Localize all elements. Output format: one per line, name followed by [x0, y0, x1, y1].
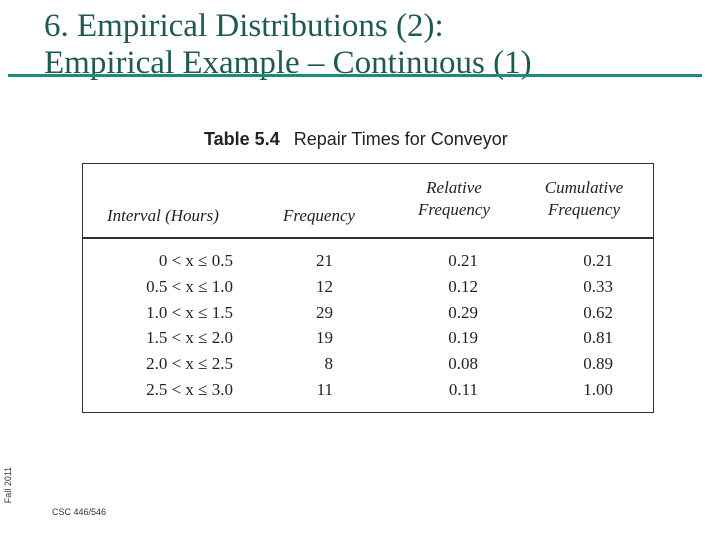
cumulative-frequency-cell: 0.62 — [583, 302, 613, 322]
course-footer: CSC 446/546 — [52, 507, 107, 517]
interval-cell: 1.0 < x ≤ 1.5 — [146, 302, 233, 322]
repair-times-table: Interval (Hours) Frequency Relative Freq… — [82, 163, 654, 413]
cumulative-frequency-cell: 1.00 — [583, 379, 613, 399]
cumulative-frequency-cell: 0.89 — [583, 354, 613, 374]
interval-cell: 2.5 < x ≤ 3.0 — [146, 379, 233, 399]
relative-frequency-cell: 0.19 — [448, 328, 478, 348]
header-frequency: Frequency — [283, 206, 356, 225]
frequency-cell: 19 — [316, 328, 333, 348]
header-cumulative-line-2: Frequency — [547, 200, 621, 219]
frequency-cell: 29 — [316, 302, 333, 322]
relative-frequency-column: 0.21 0.12 0.29 0.19 0.08 0.11 — [428, 248, 478, 403]
header-interval: Interval (Hours) — [107, 206, 219, 225]
title-line-1: 6. Empirical Distributions (2): — [44, 8, 444, 44]
table-caption: Table 5.4 Repair Times for Conveyor — [204, 129, 508, 150]
frequency-cell: 11 — [316, 379, 333, 399]
header-divider — [83, 237, 653, 239]
relative-frequency-cell: 0.21 — [448, 251, 478, 270]
slide-title: 6. Empirical Distributions (2): Empirica… — [44, 8, 704, 82]
relative-frequency-cell: 0.11 — [448, 379, 478, 399]
header-relative-line-2: Frequency — [417, 200, 491, 219]
frequency-cell: 12 — [316, 276, 333, 296]
frequency-cell: 21 — [316, 251, 333, 270]
frequency-cell: 8 — [324, 354, 334, 374]
frequency-column: 21 12 29 19 8 11 — [283, 248, 333, 403]
table-caption-text: Repair Times for Conveyor — [293, 129, 508, 149]
header-relative-line-1: Relative — [426, 178, 482, 197]
header-relative-frequency: Relative Frequency — [411, 177, 497, 221]
relative-frequency-cell: 0.12 — [448, 276, 478, 296]
interval-cell: 1.5 < x ≤ 2.0 — [146, 328, 233, 348]
interval-cell: 2.0 < x ≤ 2.5 — [146, 354, 233, 374]
interval-column: 0 < x ≤ 0.5 0.5 < x ≤ 1.0 1.0 < x ≤ 1.5 … — [105, 248, 233, 403]
relative-frequency-cell: 0.08 — [448, 354, 478, 374]
cumulative-frequency-cell: 0.81 — [583, 328, 613, 348]
header-cumulative-line-1: Cumulative — [544, 178, 624, 197]
interval-cell: 0 < x ≤ 0.5 — [158, 251, 233, 270]
interval-cell: 0.5 < x ≤ 1.0 — [146, 276, 233, 296]
table-number: Table 5.4 — [204, 129, 280, 149]
title-underline — [8, 74, 702, 77]
header-cumulative-frequency: Cumulative Frequency — [539, 177, 629, 221]
side-date-label: Fall 2011 — [3, 466, 13, 504]
cumulative-frequency-cell: 0.21 — [583, 251, 613, 270]
cumulative-frequency-column: 0.21 0.33 0.62 0.81 0.89 1.00 — [563, 248, 613, 403]
cumulative-frequency-cell: 0.33 — [583, 276, 613, 296]
relative-frequency-cell: 0.29 — [448, 302, 478, 322]
